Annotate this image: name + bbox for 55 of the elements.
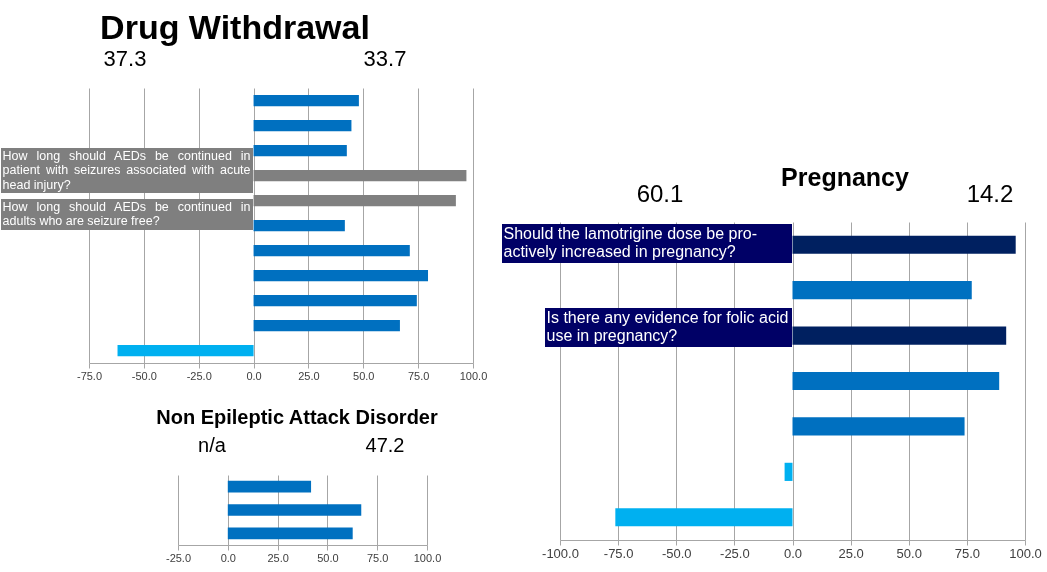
chart-title: Pregnancy [781,163,909,192]
bar [227,480,312,493]
bar [253,269,429,282]
text: 33.7 [363,46,407,72]
annotation: Is there any evidence for folic acid use in pregnancy? [544,308,792,347]
text: n/a [198,434,226,457]
x-tick-label: 50.0 [317,551,339,564]
bar [253,244,410,257]
bar [253,294,417,307]
x-tick-label: 0.0 [783,545,803,561]
bar [253,119,352,132]
annotation: How long should AEDs be continued in patient with seizures associated with acute head injury? [0,148,253,194]
chart-title: Non Epileptic Attack Disorder [156,406,438,429]
x-tick-label: -75.0 [603,545,634,561]
x-tick-label: 100.0 [413,551,442,564]
bar [117,344,254,357]
x-tick-label: -25.0 [186,369,212,382]
x-tick-label: 75.0 [954,545,981,561]
chart-title: Drug Withdrawal [100,8,370,47]
bar [792,371,1000,391]
x-tick-label: -25.0 [165,551,192,564]
bar [784,462,793,481]
bar [253,319,400,332]
x-tick-label: 75.0 [407,369,430,382]
bar [253,144,347,157]
x-tick-label: 75.0 [366,551,389,564]
bar [253,94,359,107]
x-tick-label: 25.0 [298,369,320,382]
x-tick-label: 50.0 [896,545,922,561]
x-tick-label: 50.0 [353,369,375,382]
x-tick-label: 100.0 [459,369,488,382]
annotation: How long should AEDs be continued in adults who are seizure free? [0,199,253,230]
bar [792,235,1016,254]
x-tick-label: 0.0 [220,551,236,564]
annotation: Should the lamotrigine dose be pro-actively increased in pregnancy? [501,224,792,263]
text: 14.2 [966,180,1014,208]
x-tick-label: 25.0 [838,545,864,561]
x-tick-label: -50.0 [661,545,692,561]
bar [615,508,793,527]
x-tick-label: 100.0 [1009,545,1042,561]
x-tick-label: -25.0 [720,545,750,561]
x-tick-label: -100.0 [542,545,579,561]
text: 47.2 [365,434,405,457]
x-tick-label: 25.0 [267,551,289,564]
bar [227,527,353,540]
text: 37.3 [103,46,147,72]
bar [792,326,1007,345]
x-tick-label: -75.0 [76,369,103,382]
bar [792,281,972,300]
bar [253,219,345,232]
bar [792,417,965,436]
x-tick-label: -50.0 [131,369,157,382]
bar [227,504,362,516]
x-tick-label: 0.0 [246,369,262,382]
text: 60.1 [636,180,684,208]
